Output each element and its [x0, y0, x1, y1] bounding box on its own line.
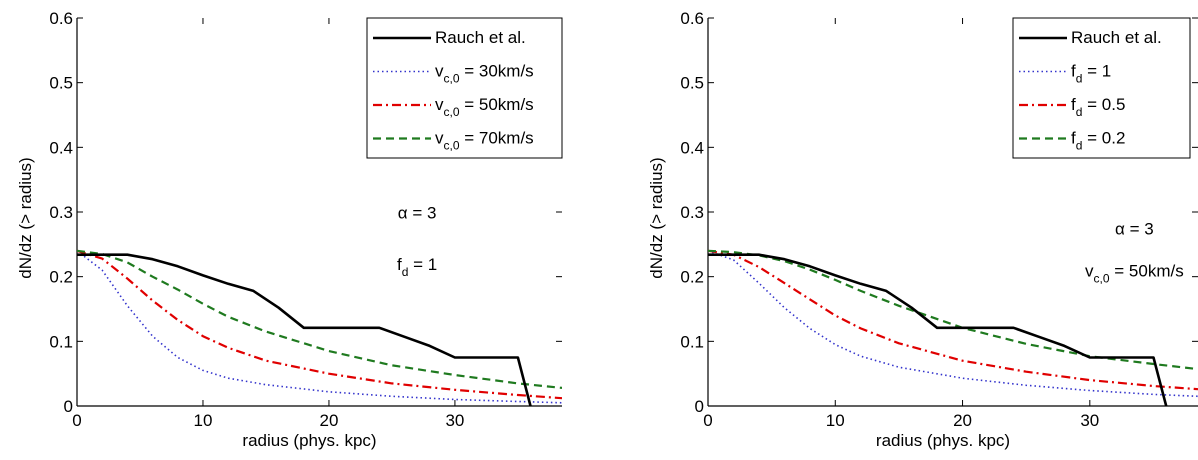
x-tick-label: 10 [194, 411, 213, 430]
plot-area [708, 249, 1198, 406]
y-tick-label: 0.2 [49, 268, 73, 287]
x-tick-label: 20 [319, 411, 338, 430]
legend-label: Rauch et al. [1071, 28, 1162, 47]
legend-label: fd = 0.2 [1071, 129, 1125, 153]
series-line-2 [77, 250, 562, 404]
annotation-2: vc,0 = 50km/s [1085, 262, 1184, 286]
plot-area [77, 249, 562, 406]
legend-label: fd = 0.5 [1071, 95, 1125, 119]
chart-panel-1: 0 0.1 0.2 0.3 0.4 0.5 0.6 0 10 20 30 radius (phys. … [16, 9, 563, 450]
x-axis-label: radius (phys. kpc) [242, 431, 376, 450]
legend-label: vc,0 = 30km/s [435, 62, 534, 86]
y-tick-label: 0.6 [680, 9, 704, 28]
annotation-1: α = 3 [398, 203, 437, 222]
x-tick-label: 10 [826, 411, 845, 430]
y-axis-label: dN/dz (> radius) [647, 157, 666, 278]
series-line-4 [77, 249, 562, 389]
y-axis-label: dN/dz (> radius) [16, 157, 35, 278]
chart-panel-2: 0 0.1 0.2 0.3 0.4 0.5 0.6 0 10 20 30 radius (phys. … [647, 9, 1198, 450]
x-tick-label: 0 [703, 411, 712, 430]
y-tick-label: 0.5 [49, 74, 73, 93]
annotation-2: fd = 1 [397, 255, 437, 279]
x-tick-label: 30 [445, 411, 464, 430]
legend-label: vc,0 = 50km/s [435, 95, 534, 119]
y-tick-label: 0.3 [49, 203, 73, 222]
legend: Rauch et al. fd = 1 fd = 0.5 fd = 0.2 [1012, 17, 1191, 159]
y-tick-label: 0.4 [49, 138, 73, 157]
y-tick-label: 0.1 [680, 332, 704, 351]
y-tick-label: 0 [695, 397, 704, 416]
x-axis-label: radius (phys. kpc) [876, 431, 1010, 450]
legend-box [1012, 17, 1191, 159]
x-tick-label: 30 [1080, 411, 1099, 430]
series-line-3 [708, 249, 1198, 391]
y-tick-label: 0.5 [680, 74, 704, 93]
series-line-1 [708, 253, 1168, 406]
y-tick-label: 0.4 [680, 138, 704, 157]
y-tick-label: 0 [64, 397, 73, 416]
x-tick-label: 0 [72, 411, 81, 430]
legend-label: Rauch et al. [435, 28, 526, 47]
y-tick-label: 0.6 [49, 9, 73, 28]
legend-label: vc,0 = 70km/s [435, 129, 534, 153]
legend-label: fd = 1 [1071, 62, 1111, 86]
series-line-1 [77, 253, 532, 406]
annotation-1: α = 3 [1115, 220, 1154, 239]
x-tick-label: 20 [953, 411, 972, 430]
legend-box [366, 17, 563, 159]
y-tick-label: 0.2 [680, 268, 704, 287]
series-line-3 [77, 249, 562, 400]
series-line-4 [708, 249, 1198, 371]
legend: Rauch et al. vc,0 = 30km/s vc,0 = 50km/s vc… [366, 17, 563, 159]
y-tick-label: 0.3 [680, 203, 704, 222]
y-tick-label: 0.1 [49, 332, 73, 351]
